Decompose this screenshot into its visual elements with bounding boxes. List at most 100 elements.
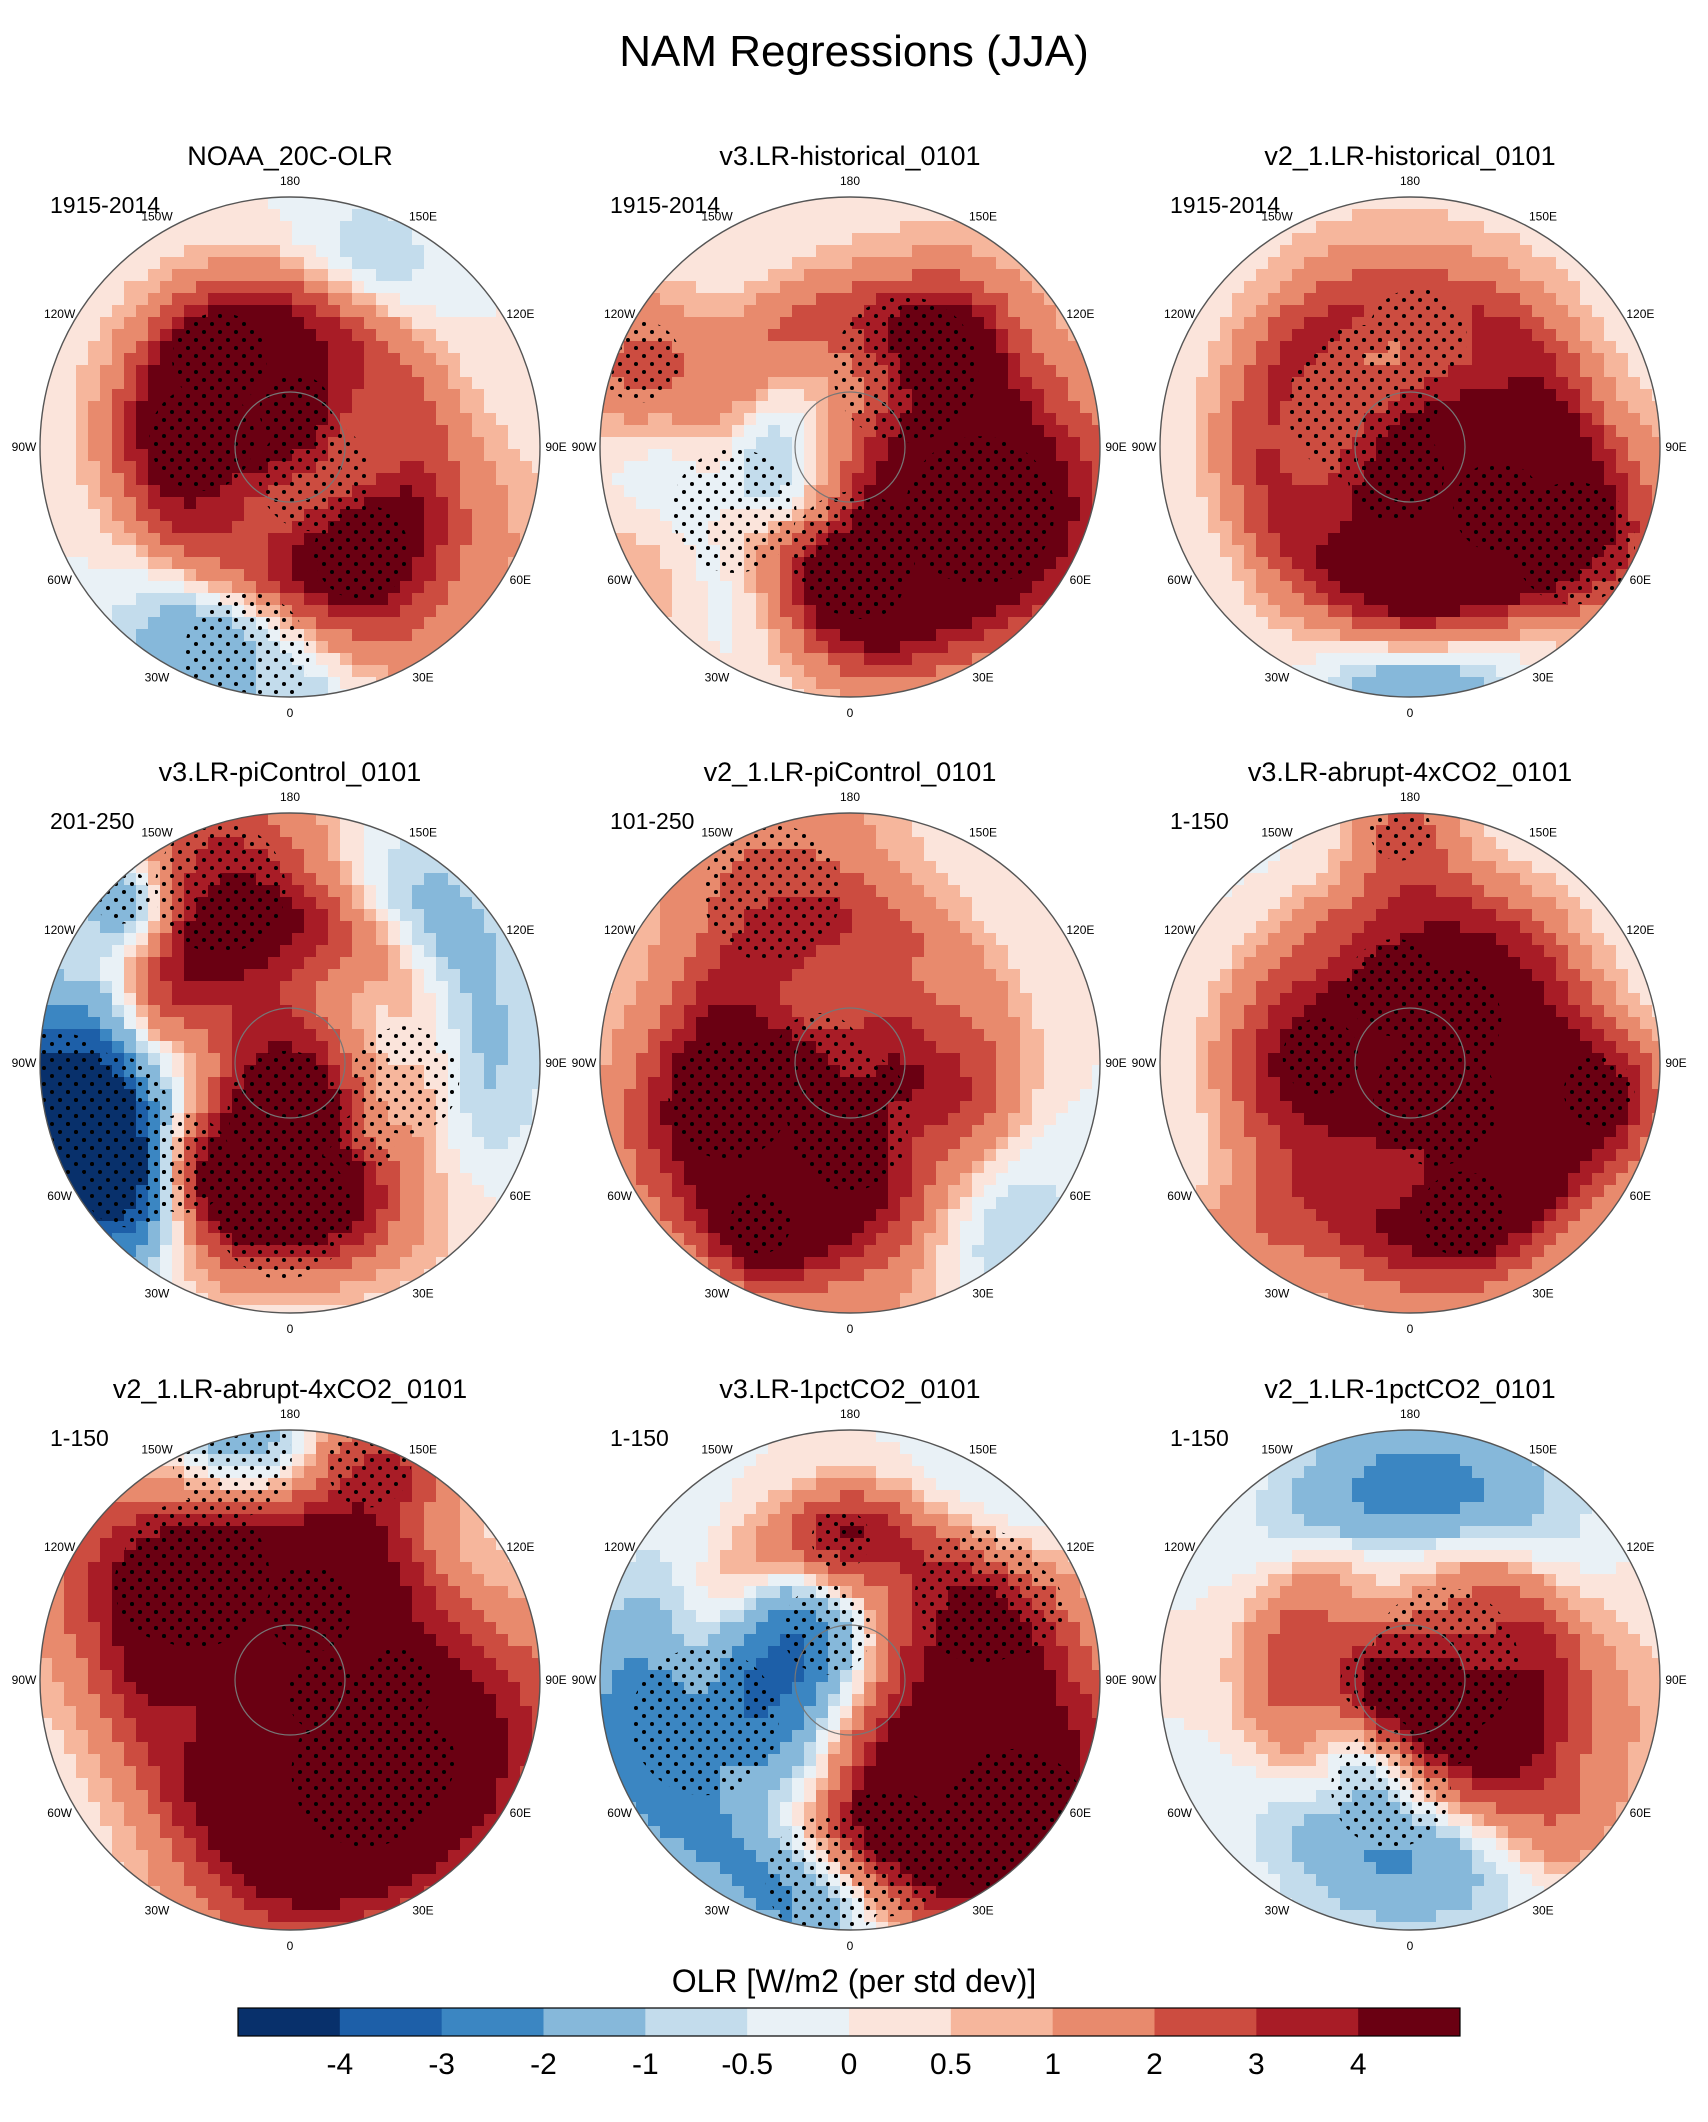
field-cell <box>148 521 161 534</box>
field-cell <box>1196 341 1209 354</box>
field-cell <box>352 281 365 294</box>
field-cell <box>136 581 149 594</box>
field-cell <box>1184 341 1197 354</box>
field-cell <box>828 653 841 666</box>
field-cell <box>792 293 805 306</box>
field-cell <box>316 665 329 678</box>
field-cell <box>1580 317 1593 330</box>
field-cell <box>612 413 625 426</box>
field-cell <box>448 641 461 654</box>
field-cell <box>208 993 221 1006</box>
field-cell <box>684 569 697 582</box>
field-cell <box>280 269 293 282</box>
field-cell <box>600 437 613 450</box>
field-cell <box>484 605 497 618</box>
field-cell <box>508 389 521 402</box>
field-cell <box>1640 449 1653 462</box>
field-cell <box>936 665 949 678</box>
field-cell <box>1056 365 1069 378</box>
field-cell <box>1232 389 1245 402</box>
field-cell <box>100 533 113 546</box>
field-cell <box>1364 557 1377 570</box>
field-cell <box>1532 329 1545 342</box>
field-cell <box>400 281 413 294</box>
field-cell <box>672 305 685 318</box>
field-cell <box>100 389 113 402</box>
field-cell <box>88 885 101 898</box>
panel-title: v2_1.LR-historical_0101 <box>1264 141 1555 171</box>
field-cell <box>448 461 461 474</box>
field-cell <box>184 969 197 982</box>
field-cell <box>496 593 509 606</box>
field-cell <box>136 545 149 558</box>
field-cell <box>376 921 389 934</box>
field-cell <box>1556 617 1569 630</box>
field-cell <box>172 497 185 510</box>
field-cell <box>304 933 317 946</box>
field-cell <box>924 197 937 210</box>
field-cell <box>708 365 721 378</box>
field-cell <box>424 569 437 582</box>
field-cell <box>340 641 353 654</box>
field-cell <box>448 473 461 486</box>
field-cell <box>100 365 113 378</box>
field-cell <box>840 689 853 697</box>
field-cell <box>340 617 353 630</box>
field-cell <box>1244 473 1257 486</box>
field-cell <box>1364 257 1377 270</box>
field-cell <box>484 449 497 462</box>
field-cell <box>472 497 485 510</box>
field-cell <box>996 281 1009 294</box>
field-cell <box>352 969 365 982</box>
field-cell <box>1020 425 1033 438</box>
field-cell <box>1388 677 1401 690</box>
field-cell <box>972 401 985 414</box>
field-cell <box>376 281 389 294</box>
field-cell <box>244 221 257 234</box>
field-cell <box>1400 221 1413 234</box>
field-cell <box>436 861 449 874</box>
field-cell <box>1280 449 1293 462</box>
field-cell <box>280 365 293 378</box>
field-cell <box>1220 557 1233 570</box>
field-cell <box>696 569 709 582</box>
field-cell <box>672 329 685 342</box>
field-cell <box>388 449 401 462</box>
field-cell <box>292 269 305 282</box>
field-cell <box>64 449 77 462</box>
field-cell <box>412 401 425 414</box>
field-cell <box>1496 413 1509 426</box>
field-cell <box>400 617 413 630</box>
field-cell <box>648 473 661 486</box>
field-cell <box>1352 569 1365 582</box>
field-cell <box>484 969 497 982</box>
field-cell <box>1032 569 1045 582</box>
field-cell <box>804 401 817 414</box>
field-cell <box>888 233 901 246</box>
field-cell <box>124 329 137 342</box>
field-cell <box>1172 389 1185 402</box>
field-cell <box>744 437 757 450</box>
field-cell <box>1184 413 1197 426</box>
field-cell <box>708 329 721 342</box>
field-cell <box>172 993 185 1006</box>
field-cell <box>532 365 540 378</box>
field-cell <box>124 569 137 582</box>
field-cell <box>100 257 113 270</box>
field-cell <box>112 353 125 366</box>
field-cell <box>160 245 173 258</box>
field-cell <box>1556 329 1569 342</box>
field-cell <box>600 485 613 498</box>
field-cell <box>1256 269 1269 282</box>
field-cell <box>64 497 77 510</box>
field-cell <box>1472 305 1485 318</box>
field-cell <box>112 521 125 534</box>
field-cell <box>184 281 197 294</box>
field-cell <box>340 269 353 282</box>
field-cell <box>600 353 613 366</box>
field-cell <box>40 425 53 438</box>
field-cell <box>424 329 437 342</box>
field-cell <box>804 281 817 294</box>
field-cell <box>280 353 293 366</box>
field-cell <box>708 353 721 366</box>
